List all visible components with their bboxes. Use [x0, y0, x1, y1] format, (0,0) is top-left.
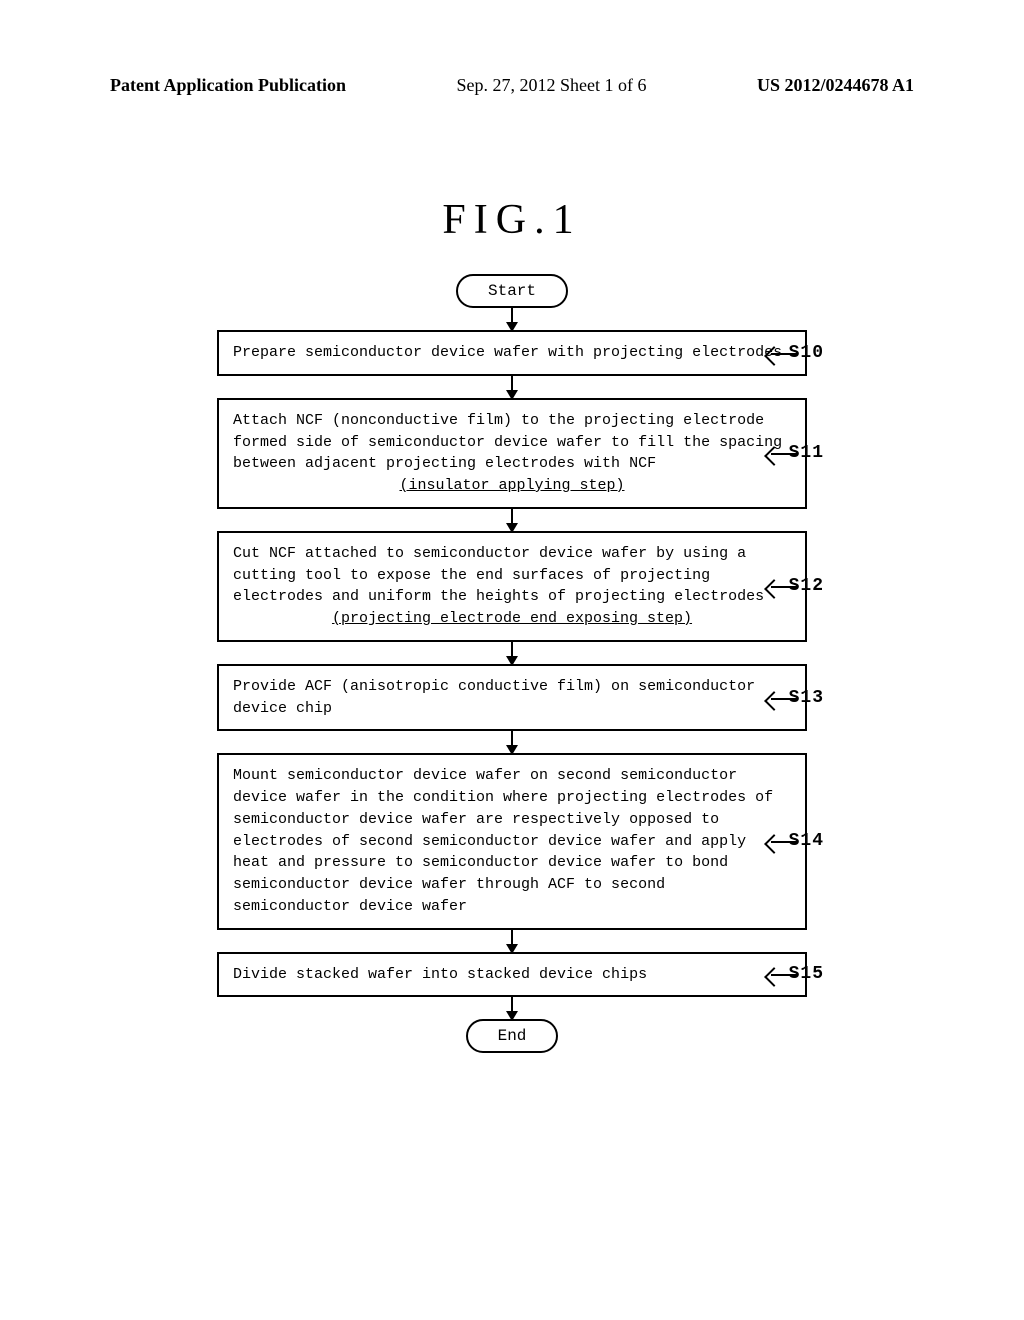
- step-row-s14: Mount semiconductor device wafer on seco…: [110, 753, 914, 929]
- step-row-s10: Prepare semiconductor device wafer with …: [110, 330, 914, 376]
- process-box: Provide ACF (anisotropic conductive film…: [217, 664, 807, 732]
- step-row-s13: Provide ACF (anisotropic conductive film…: [110, 664, 914, 732]
- process-box: Divide stacked wafer into stacked device…: [217, 952, 807, 998]
- arrow-icon: [511, 376, 513, 398]
- header-left: Patent Application Publication: [110, 75, 346, 96]
- figure-title: FIG.1: [0, 196, 1024, 244]
- process-box: Cut NCF attached to semiconductor device…: [217, 531, 807, 642]
- step-subtitle: (insulator applying step): [233, 475, 791, 497]
- step-label: S14: [789, 831, 824, 851]
- step-row-s11: Attach NCF (nonconductive film) to the p…: [110, 398, 914, 509]
- step-text: Mount semiconductor device wafer on seco…: [233, 767, 773, 915]
- arrow-icon: [511, 731, 513, 753]
- step-text: Attach NCF (nonconductive film) to the p…: [233, 412, 782, 473]
- arrow-icon: [511, 308, 513, 330]
- step-label: S15: [789, 964, 824, 984]
- step-text: Cut NCF attached to semiconductor device…: [233, 545, 764, 606]
- page-header: Patent Application Publication Sep. 27, …: [0, 0, 1024, 96]
- arrow-icon: [511, 930, 513, 952]
- process-box: Attach NCF (nonconductive film) to the p…: [217, 398, 807, 509]
- step-subtitle: (projecting electrode end exposing step): [233, 608, 791, 630]
- step-label: S10: [789, 343, 824, 363]
- start-terminal: Start: [456, 274, 568, 308]
- step-text: Prepare semiconductor device wafer with …: [233, 344, 782, 361]
- header-right: US 2012/0244678 A1: [757, 75, 914, 96]
- arrow-icon: [511, 997, 513, 1019]
- step-text: Provide ACF (anisotropic conductive film…: [233, 678, 755, 717]
- step-row-s15: Divide stacked wafer into stacked device…: [110, 952, 914, 998]
- step-label: S12: [789, 576, 824, 596]
- process-box: Prepare semiconductor device wafer with …: [217, 330, 807, 376]
- header-center: Sep. 27, 2012 Sheet 1 of 6: [457, 75, 647, 96]
- flowchart: Start Prepare semiconductor device wafer…: [0, 274, 1024, 1053]
- step-label: S13: [789, 688, 824, 708]
- step-label: S11: [789, 443, 824, 463]
- arrow-icon: [511, 642, 513, 664]
- step-row-s12: Cut NCF attached to semiconductor device…: [110, 531, 914, 642]
- process-box: Mount semiconductor device wafer on seco…: [217, 753, 807, 929]
- arrow-icon: [511, 509, 513, 531]
- end-terminal: End: [466, 1019, 559, 1053]
- step-text: Divide stacked wafer into stacked device…: [233, 966, 647, 983]
